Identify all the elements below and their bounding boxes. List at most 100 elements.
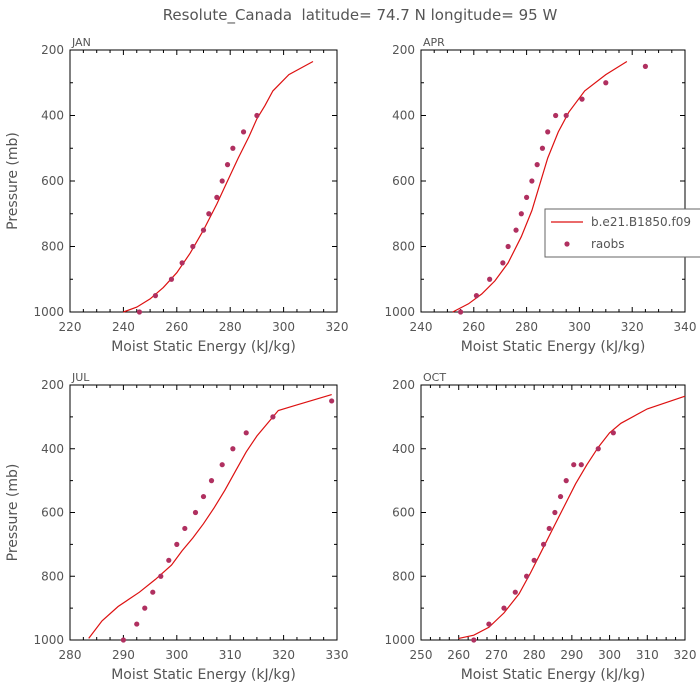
panel-title: JUL — [71, 371, 90, 384]
figure-title: Resolute_Canada latitude= 74.7 N longitu… — [163, 6, 558, 25]
legend-box — [544, 208, 700, 258]
x-tick-label: 310 — [636, 648, 659, 662]
y-tick-label: 600 — [392, 506, 415, 520]
y-tick-label: 800 — [392, 569, 415, 583]
legend-obs-label: raobs — [591, 237, 625, 251]
x-tick-label: 240 — [112, 320, 135, 334]
obs-point — [553, 112, 559, 119]
panel-jan: 220 240 260 280 300 320 200 400 600 800 1000 JAN Moi… — [5, 36, 348, 355]
obs-point — [134, 621, 140, 627]
x-tick-label: 260 — [165, 320, 188, 334]
obs-point — [539, 145, 546, 151]
x-tick-label: 260 — [447, 648, 470, 662]
x-tick-label: 320 — [674, 648, 697, 662]
panel-apr: 240 260 280 300 320 340 200 400 600 800 1000 APR Moi… — [384, 36, 696, 355]
obs-point — [200, 493, 207, 500]
model-line — [452, 60, 628, 313]
legend-obs-swatch — [564, 241, 570, 247]
obs-point — [219, 462, 225, 468]
x-tick-label: 290 — [112, 648, 135, 662]
obs-point — [578, 462, 584, 468]
y-tick-label: 400 — [392, 109, 415, 123]
obs-point — [487, 276, 493, 282]
panel-jul: 280 290 300 310 320 330 200 400 600 800 1000 JUL Moi… — [5, 371, 348, 683]
y-axis-label: Pressure (mb) — [5, 464, 21, 562]
y-tick-label: 1000 — [33, 305, 64, 319]
obs-point — [563, 478, 569, 484]
x-axis-label: Moist Static Energy (kJ/kg) — [461, 667, 646, 683]
obs-point — [595, 446, 601, 452]
y-tick-label: 1000 — [33, 633, 64, 647]
obs-point — [190, 243, 196, 250]
x-tick-label: 250 — [410, 648, 433, 662]
obs-point — [524, 573, 530, 579]
x-tick-label: 300 — [568, 320, 591, 334]
plot-frame — [69, 49, 338, 313]
x-tick-label: 300 — [272, 320, 295, 334]
obs-point — [546, 525, 552, 532]
y-tick-label: 800 — [41, 240, 64, 254]
y-tick-label: 800 — [41, 569, 64, 583]
obs-point — [208, 478, 215, 484]
legend: b.e21.B1850.f09 raobs — [544, 208, 700, 258]
obs-point — [206, 211, 212, 217]
y-tick-label: 800 — [392, 240, 415, 254]
obs-point — [552, 509, 558, 516]
y-tick-label: 200 — [392, 43, 415, 57]
obs-point — [200, 227, 207, 233]
obs-point — [501, 605, 507, 611]
x-axis-label: Moist Static Energy (kJ/kg) — [111, 667, 296, 683]
panel-title: OCT — [423, 371, 446, 384]
y-tick-label: 400 — [41, 109, 64, 123]
model-line — [123, 60, 314, 313]
obs-point — [136, 309, 143, 315]
x-axis-label: Moist Static Energy (kJ/kg) — [461, 339, 646, 355]
obs-point — [473, 293, 480, 299]
obs-point — [512, 589, 518, 595]
obs-point — [513, 227, 519, 233]
obs-point — [540, 541, 547, 547]
y-tick-label: 1000 — [384, 633, 415, 647]
obs-point — [192, 509, 199, 516]
obs-point — [150, 589, 156, 595]
obs-point — [270, 414, 276, 420]
obs-point — [243, 430, 249, 436]
obs-point — [529, 178, 535, 184]
x-tick-label: 310 — [219, 648, 242, 662]
x-tick-label: 280 — [523, 648, 546, 662]
obs-point — [500, 260, 506, 266]
x-tick-label: 220 — [59, 320, 82, 334]
obs-point — [557, 493, 564, 500]
obs-point — [174, 541, 180, 547]
obs-point — [158, 573, 164, 579]
obs-point — [214, 194, 220, 200]
obs-point — [240, 129, 247, 135]
y-tick-label: 200 — [41, 43, 64, 57]
obs-point — [230, 446, 236, 452]
obs-point — [531, 557, 537, 563]
obs-point — [571, 462, 577, 468]
obs-point — [642, 63, 649, 69]
x-tick-label: 300 — [165, 648, 188, 662]
y-tick-label: 1000 — [384, 305, 415, 319]
x-tick-label: 280 — [219, 320, 242, 334]
x-tick-label: 280 — [515, 320, 538, 334]
obs-point — [152, 293, 159, 299]
obs-point — [524, 194, 530, 200]
obs-point — [168, 276, 175, 282]
obs-point — [224, 162, 231, 168]
y-tick-label: 200 — [41, 378, 64, 392]
x-tick-label: 280 — [59, 648, 82, 662]
y-tick-label: 600 — [41, 506, 64, 520]
legend-model-label: b.e21.B1850.f09 — [591, 215, 691, 229]
obs-point — [458, 309, 464, 315]
obs-point — [254, 112, 260, 119]
obs-point — [534, 162, 540, 168]
x-tick-label: 260 — [462, 320, 485, 334]
panel-title: JAN — [71, 36, 91, 49]
obs-point — [182, 525, 188, 532]
x-tick-label: 240 — [410, 320, 433, 334]
plot-frame — [69, 384, 338, 641]
y-tick-label: 600 — [392, 174, 415, 188]
